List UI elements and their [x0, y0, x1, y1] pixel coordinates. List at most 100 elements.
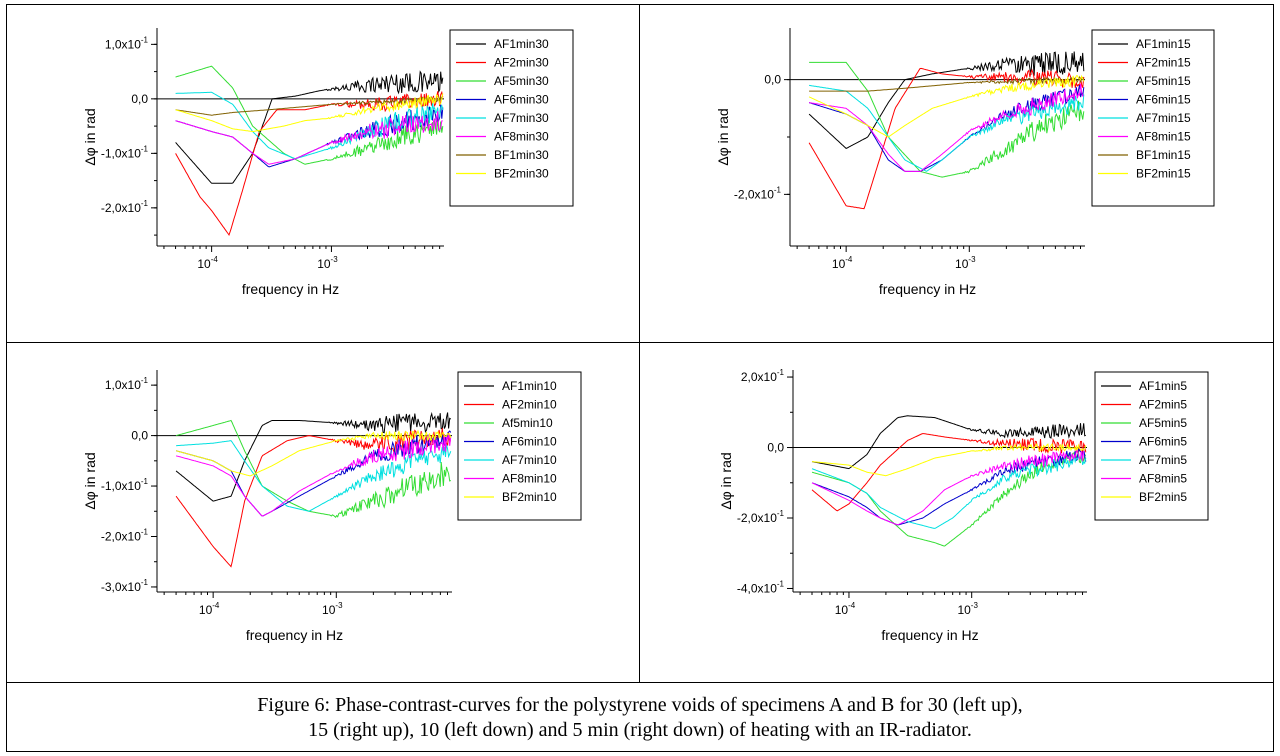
legend-label-af8min15: AF8min15 — [1136, 130, 1191, 144]
x-tick-label-left-up: 10-4 — [197, 255, 218, 271]
legend-label-af5min5: AF5min5 — [1139, 416, 1187, 430]
panel-left-up: 1,0x10-1 0,0 -1,0x10-1 -2,0x10-1 10-4 10-3 fre… — [6, 4, 640, 343]
legend-label-af7min15: AF7min15 — [1136, 111, 1191, 125]
legend-label-af5min15: AF5min15 — [1136, 74, 1191, 88]
legend-label-af1min5: AF1min5 — [1139, 379, 1187, 393]
x-tick-label-left-up: 10-3 — [317, 255, 338, 271]
series-line-af1min15 — [808, 51, 1085, 149]
legend-box-left-down — [457, 371, 582, 521]
panel-right-up: 0,0 -2,0x10-1 10-4 10-3 frequency in Hz Δφ in… — [640, 4, 1274, 343]
series-group-left-up — [175, 65, 444, 236]
chart-left-down: 1,0x10-1 0,0 -1,0x10-1 -2,0x10-1 -3,0x10-1 10… — [82, 370, 582, 643]
y-tick-label-left-down: -1,0x10-1 — [101, 477, 149, 493]
series-line-af2min15 — [808, 67, 1085, 210]
x-axis-label-left-up: frequency in Hz — [242, 281, 339, 297]
x-axis-label-left-down: frequency in Hz — [246, 627, 343, 643]
y-tick-label-right-up: 0,0 — [764, 73, 781, 87]
series-line-af7min10 — [176, 440, 452, 512]
legend-label-af2min5: AF2min5 — [1139, 398, 1187, 412]
y-tick-label-right-down: -4,0x10-1 — [737, 579, 785, 595]
figure-caption: Figure 6: Phase-contrast-curves for the … — [6, 683, 1274, 752]
x-tick-label-right-down: 10-3 — [957, 601, 978, 617]
legend-label-af8min10: AF8min10 — [502, 472, 557, 486]
y-tick-label-left-down: 0,0 — [131, 429, 148, 443]
series-line-bf2min5 — [811, 442, 1087, 477]
series-line-bf2min10 — [175, 429, 452, 477]
legend-label-af7min5: AF7min5 — [1139, 453, 1187, 467]
table-border-left — [6, 4, 7, 752]
series-line-af1min10 — [175, 411, 452, 502]
y-axis-label-left-up: Δφ in rad — [82, 108, 98, 165]
series-line-af2min5 — [811, 433, 1087, 512]
figure-frame: 1,0x10-1 0,0 -1,0x10-1 -2,0x10-1 10-4 10-3 fre… — [6, 4, 1274, 752]
series-line-af1min30 — [175, 70, 444, 184]
legend-label-bf2min10: BF2min10 — [502, 490, 557, 504]
y-tick-label-left-down: 1,0x10-1 — [105, 376, 149, 392]
caption-line-1: Figure 6: Phase-contrast-curves for the … — [257, 693, 1023, 716]
x-tick-label-right-up: 10-3 — [955, 255, 976, 271]
panel-right-down: 2,0x10-1 0,0 -2,0x10-1 -4,0x10-1 10-4 10-3 fre… — [640, 343, 1274, 683]
x-tick-label-right-down: 10-4 — [835, 601, 856, 617]
legend-label-af6min10: AF6min10 — [502, 435, 557, 449]
table-row-divider-1 — [6, 342, 1274, 343]
table-border-bottom — [6, 751, 1274, 752]
legend-label-bf1min15: BF1min15 — [1136, 148, 1191, 162]
series-line-af6min10 — [175, 430, 452, 517]
legend-box-right-down — [1094, 371, 1209, 521]
chart-left-up: 1,0x10-1 0,0 -1,0x10-1 -2,0x10-1 10-4 10-3 fre… — [82, 28, 574, 297]
legend-label-af7min10: AF7min10 — [502, 453, 557, 467]
x-axis-label-right-up: frequency in Hz — [879, 281, 976, 297]
legend-label-bf1min30: BF1min30 — [494, 148, 549, 162]
y-tick-label-left-up: -2,0x10-1 — [101, 199, 149, 215]
legend-label-af1min30: AF1min30 — [494, 37, 549, 51]
series-line-af8min10 — [175, 433, 452, 517]
legend-label-af6min5: AF6min5 — [1139, 435, 1187, 449]
series-line-af1min5 — [811, 415, 1086, 470]
chart-right-up: 0,0 -2,0x10-1 10-4 10-3 frequency in Hz Δφ in… — [715, 28, 1215, 297]
x-tick-label-left-down: 10-3 — [322, 601, 343, 617]
legend-label-af5min30: AF5min30 — [494, 74, 549, 88]
series-line-af5min30 — [175, 65, 444, 165]
series-line-af8min15 — [809, 83, 1084, 172]
legend-label-af7min30: AF7min30 — [494, 111, 549, 125]
series-group-right-down — [811, 415, 1087, 547]
legend-label-af8min30: AF8min30 — [494, 130, 549, 144]
series-line-bf2min30 — [175, 93, 444, 133]
legend-label-af8min5: AF8min5 — [1139, 472, 1187, 486]
series-line-af5min10 — [175, 419, 451, 518]
y-tick-label-left-up: -1,0x10-1 — [101, 144, 149, 160]
series-line-af7min5 — [811, 453, 1087, 529]
series-line-af8min30 — [175, 111, 443, 165]
y-tick-label-left-down: -2,0x10-1 — [101, 528, 149, 544]
x-tick-label-left-down: 10-4 — [199, 601, 220, 617]
legend-label-af6min15: AF6min15 — [1136, 93, 1191, 107]
table-border-right — [1273, 4, 1274, 752]
legend-label-af6min30: AF6min30 — [494, 93, 549, 107]
legend-label-af1min15: AF1min15 — [1136, 37, 1191, 51]
legend-label-af2min30: AF2min30 — [494, 56, 549, 70]
legend-label-bf2min30: BF2min30 — [494, 167, 549, 181]
x-axis-label-right-down: frequency in Hz — [881, 627, 978, 643]
legend-label-af1min10: AF1min10 — [502, 379, 557, 393]
y-tick-label-right-down: 0,0 — [767, 441, 784, 455]
x-tick-label-right-up: 10-4 — [832, 255, 853, 271]
series-line-af7min15 — [809, 84, 1085, 172]
series-line-af7min30 — [175, 91, 444, 160]
legend-label-bf2min15: BF2min15 — [1136, 167, 1191, 181]
series-line-af8min5 — [811, 448, 1087, 526]
legend-label-af5min10: Af5min10 — [502, 416, 553, 430]
legend-label-af2min10: AF2min10 — [502, 398, 557, 412]
y-axis-label-right-down: Δφ in rad — [718, 452, 734, 509]
y-tick-label-right-up: -2,0x10-1 — [734, 185, 782, 201]
chart-right-down: 2,0x10-1 0,0 -2,0x10-1 -4,0x10-1 10-4 10-3 fre… — [718, 368, 1209, 643]
y-tick-label-left-up: 1,0x10-1 — [105, 35, 149, 51]
series-line-af6min30 — [175, 104, 444, 168]
series-group-right-up — [808, 51, 1085, 210]
series-line-af5min15 — [809, 61, 1085, 178]
series-line-bf1min30 — [175, 95, 443, 116]
panel-left-down: 1,0x10-1 0,0 -1,0x10-1 -2,0x10-1 -3,0x10-1 10… — [6, 343, 640, 683]
y-axis-label-right-up: Δφ in rad — [715, 108, 731, 165]
table-border-top — [6, 4, 1274, 5]
series-group-left-down — [175, 411, 452, 568]
table-column-divider — [639, 4, 640, 683]
